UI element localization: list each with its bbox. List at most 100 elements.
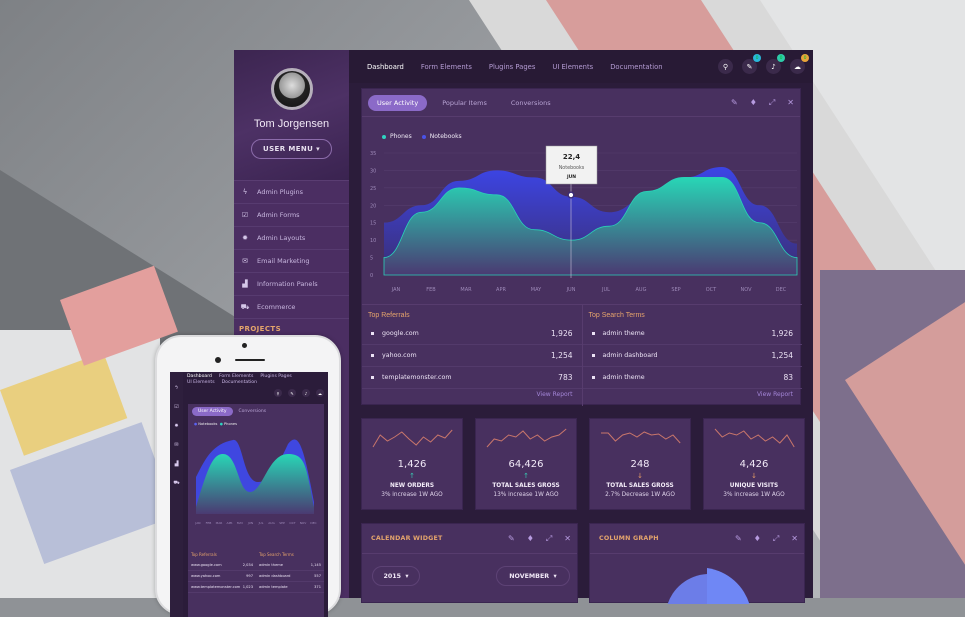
phone-tabs: User Activity Conversions [188,404,324,418]
legend-dot [382,134,386,139]
bell-icon[interactable]: ♪ [302,389,310,397]
nav-plugins-pages[interactable]: Plugins Pages [488,62,536,71]
stat-card-unique-visits: 4,426 ↓ UNIQUE VISITS 3% increase 1W AGO [703,418,805,510]
svg-text:MAY: MAY [531,287,542,293]
main-content: User Activity Popular Items Conversions … [349,83,813,604]
stat-label: TOTAL SALES GROSS [606,483,674,489]
tab-user-activity[interactable]: User Activity [368,94,428,111]
close-icon[interactable]: ✕ [564,534,571,543]
stat-subtext: 3% increase 1W AGO [723,492,785,498]
sidebar-item-admin-forms[interactable]: ☑ Admin Forms [234,204,349,227]
view-report-link[interactable]: View Report [536,391,573,398]
area-chart[interactable]: 0 5 10 15 20 25 30 35 JAN FEB MAR APR MAY JUN JUL AUG S… [362,144,802,299]
tab-popular-items[interactable]: Popular Items [442,98,487,107]
list-item[interactable]: admin theme 83 [582,367,802,389]
svg-text:20: 20 [370,203,376,209]
legend-phones[interactable]: Phones [382,133,412,140]
list-item[interactable]: admin dashboard 1,254 [582,345,802,367]
panel-tools: ✎ ♦ ⤢ ✕ [508,534,571,544]
pie-chart[interactable] [590,554,806,604]
nav-form-elements[interactable]: Form Elements [218,374,254,379]
chat-icon: ☁ [794,62,801,71]
projects-section-label: PROJECTS [239,325,282,333]
nav-ui-elements[interactable]: UI Elements [187,380,215,385]
nav-documentation[interactable]: Documentation [221,380,258,385]
expand-icon[interactable]: ⤢ [768,98,776,107]
arrow-up-icon: ↑ [409,472,415,480]
nav-form-elements[interactable]: Form Elements [420,62,472,71]
view-report-link[interactable]: View Report [756,391,793,398]
nav-documentation[interactable]: Documentation [610,62,663,71]
top-search-terms: Top Search Terms admin theme 1,926 admin … [581,305,802,406]
legend-notebooks[interactable]: Notebooks [421,133,462,140]
chart-legend: Phones Notebooks [382,133,462,140]
tab-conversions[interactable]: Conversions [238,408,267,414]
svg-text:0: 0 [370,273,373,279]
column-graph-widget: COLUMN GRAPH ✎ ♦ ⤢ ✕ [589,523,806,604]
nav-dashboard[interactable]: Dashboard [367,62,404,71]
panel-tools: ✎ ♦ ⤢ ✕ [735,534,798,544]
drop-icon[interactable]: ♦ [526,534,534,543]
tab-user-activity[interactable]: User Activity [192,406,233,416]
messages-button[interactable]: ☁ 0 [790,54,809,74]
sidebar-item-email-marketing[interactable]: ✉ Email Marketing [234,250,349,273]
brush-button[interactable]: ✎ 0 [742,54,761,74]
svg-text:JUL: JUL [601,287,610,293]
list-item[interactable]: yahoo.com 1,254 [362,345,582,367]
list-item[interactable]: templatemonster.com 783 [362,367,582,389]
sidebar-item-admin-plugins[interactable]: ϟ Admin Plugins [234,181,349,204]
svg-text:25: 25 [370,186,376,192]
bell-icon: ♪ [771,62,776,71]
chat-icon[interactable]: ☁ [316,389,324,397]
user-profile: Tom Jorgensen USER MENU ▾ [234,50,349,181]
sidebar-item-ecommerce[interactable]: ⛟ Ecommerce [234,296,349,319]
list-item[interactable]: google.com 1,926 [362,323,582,345]
stat-subtext: 3% increase 1W AGO [381,492,443,498]
user-menu-label: USER MENU [263,145,314,153]
search-icon[interactable]: ⚲ [274,389,282,397]
svg-text:DEC: DEC [776,287,787,293]
drop-icon[interactable]: ♦ [753,534,761,543]
sidebar-nav: ϟ Admin Plugins ☑ Admin Forms ✹ Admin Layou… [234,181,349,319]
svg-text:JAN: JAN [194,521,200,525]
month-select[interactable]: NOVEMBER ▾ [496,566,570,586]
nav-ui-elements[interactable]: UI Elements [552,62,594,71]
calendar-widget-title: CALENDAR WIDGET [362,524,577,554]
avatar[interactable] [270,68,313,110]
sparkline [486,428,567,448]
phone-area-chart[interactable]: JAN FEB MAR APR MAY JUN JUL AUG SEP OCT NOV DEC [188,432,324,532]
pencil-icon[interactable]: ✎ [731,98,738,107]
sidebar-item-admin-layouts[interactable]: ✹ Admin Layouts [234,227,349,250]
sparkline [714,428,795,448]
drop-icon[interactable]: ♦ [749,98,757,107]
expand-icon[interactable]: ⤢ [545,534,553,543]
expand-icon[interactable]: ⤢ [772,534,780,543]
svg-text:SEP: SEP [671,287,680,293]
close-icon[interactable]: ✕ [791,534,798,543]
phone-sensor [215,357,221,363]
svg-text:15: 15 [370,221,376,227]
stat-label: TOTAL SALES GROSS [492,483,560,489]
sidebar-item-label: Admin Layouts [257,234,306,242]
close-icon[interactable]: ✕ [787,98,794,107]
pencil-icon[interactable]: ✎ [508,534,515,543]
notification-badge: 0 [753,54,761,62]
tab-conversions[interactable]: Conversions [510,98,551,107]
search-button[interactable]: ⚲ [718,59,733,74]
svg-text:APR: APR [496,287,506,293]
nav-dashboard[interactable]: Dashboard [187,374,212,379]
svg-text:SEP: SEP [279,521,285,525]
stat-value: 248 [630,459,650,470]
year-select[interactable]: 2015 ▾ [372,566,420,586]
sidebar-item-information-panels[interactable]: ▟ Information Panels [234,273,349,296]
pencil-icon[interactable]: ✎ [735,534,742,543]
arrow-up-icon: ↑ [523,472,529,480]
sidebar-item-label: Admin Forms [257,211,300,219]
alerts-button[interactable]: ♪ 0 [766,54,785,74]
user-menu-button[interactable]: USER MENU ▾ [251,139,332,159]
stat-card-total-sales-2: 248 ↓ TOTAL SALES GROSS 2.7% Decrease 1W… [589,418,691,510]
brush-icon[interactable]: ✎ [288,389,296,397]
list-item[interactable]: admin theme 1,926 [582,323,802,345]
svg-text:MAR: MAR [216,521,223,525]
nav-plugins-pages[interactable]: Plugins Pages [260,374,292,379]
